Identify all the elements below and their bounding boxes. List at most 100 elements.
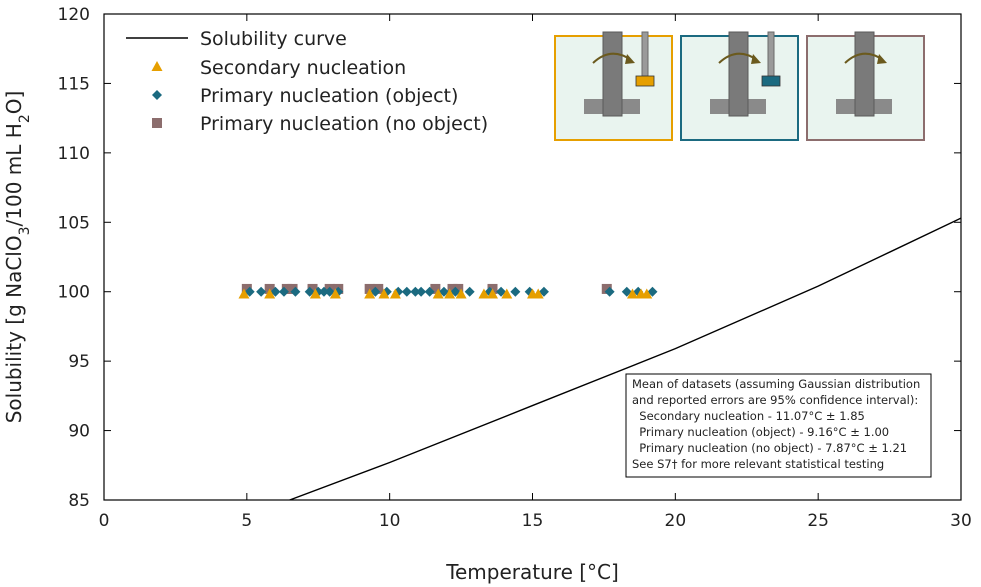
point-square xyxy=(601,283,612,294)
point-triangle xyxy=(364,288,376,299)
legend-label: Primary nucleation (object) xyxy=(200,85,458,107)
legend: Solubility curve Secondary nucleation Prim… xyxy=(126,28,488,135)
y-tick-labels: 85 90 95 100 105 110 115 120 xyxy=(58,5,90,511)
point-square xyxy=(241,283,252,294)
x-tick-label: 25 xyxy=(807,511,829,531)
point-diamond xyxy=(438,286,449,297)
point-triangle xyxy=(501,288,513,299)
point-square xyxy=(453,283,464,294)
point-diamond xyxy=(647,286,658,297)
rotation-arrowhead-icon xyxy=(751,54,761,64)
point-triangle xyxy=(238,288,250,299)
point-triangle xyxy=(432,288,444,299)
y-tick-label: 105 xyxy=(58,213,90,233)
x-tick-labels: 0 5 10 15 20 25 30 xyxy=(99,511,972,531)
point-triangle xyxy=(641,288,653,299)
point-triangle xyxy=(309,288,321,299)
point-diamond xyxy=(324,286,335,297)
point-diamond xyxy=(278,286,289,297)
stirrer-shaft xyxy=(728,31,749,117)
solubility-curve-line xyxy=(289,217,961,500)
point-triangle xyxy=(487,288,499,299)
apparatus-insets xyxy=(554,31,925,141)
statistics-line: Secondary nucleation - 11.07°C ± 1.85 xyxy=(632,409,865,423)
x-tick-label: 0 xyxy=(99,511,110,531)
point-diamond xyxy=(424,286,435,297)
point-diamond xyxy=(464,286,475,297)
point-triangle xyxy=(389,288,401,299)
y-axis-title-sub-3: 3 xyxy=(17,226,33,235)
object-rod xyxy=(641,31,649,77)
legend-square-swatch xyxy=(152,118,162,128)
object-rod xyxy=(767,31,775,77)
submerged-object xyxy=(761,75,781,87)
statistics-box-border xyxy=(625,373,932,478)
inset-primary-object xyxy=(680,31,799,141)
y-tick-label: 120 xyxy=(58,5,90,25)
axis-ticks xyxy=(103,13,962,501)
y-tick-label: 115 xyxy=(58,74,90,94)
point-square xyxy=(307,283,318,294)
legend-label: Secondary nucleation xyxy=(200,57,406,79)
statistics-line: Primary nucleation (object) - 9.16°C ± 1… xyxy=(632,425,889,439)
point-diamond xyxy=(450,286,461,297)
inset-secondary xyxy=(554,31,673,141)
point-diamond xyxy=(318,286,329,297)
y-axis-title-sub-2: 2 xyxy=(17,114,33,123)
statistics-line: and reported errors are 95% confidence i… xyxy=(632,393,918,407)
series-triangle xyxy=(238,288,653,299)
point-triangle xyxy=(444,288,456,299)
x-tick-label: 5 xyxy=(241,511,252,531)
y-tick-label: 90 xyxy=(68,422,90,442)
point-diamond xyxy=(290,286,301,297)
submerged-object xyxy=(635,75,655,87)
legend-diamond-swatch xyxy=(152,90,162,100)
stirrer-shaft xyxy=(602,31,623,117)
x-tick-label: 20 xyxy=(665,511,687,531)
point-diamond xyxy=(496,286,507,297)
point-diamond xyxy=(370,286,381,297)
point-diamond xyxy=(510,286,521,297)
series-layer xyxy=(238,217,961,500)
point-square xyxy=(373,283,384,294)
point-triangle xyxy=(532,288,544,299)
point-square xyxy=(281,283,292,294)
point-diamond xyxy=(416,286,427,297)
y-tick-label: 110 xyxy=(58,144,90,164)
statistics-annotation-box: Mean of datasets (assuming Gaussian dist… xyxy=(625,373,932,478)
statistics-line: Mean of datasets (assuming Gaussian dist… xyxy=(632,377,920,391)
x-axis-title: Temperature [°C] xyxy=(445,560,619,584)
statistics-line: See S7† for more relevant statistical te… xyxy=(632,457,884,471)
point-diamond xyxy=(538,286,549,297)
point-diamond xyxy=(256,286,267,297)
point-diamond xyxy=(270,286,281,297)
point-diamond xyxy=(401,286,412,297)
y-tick-label: 95 xyxy=(68,352,90,372)
point-triangle xyxy=(455,288,467,299)
point-triangle xyxy=(264,288,276,299)
series-line xyxy=(289,217,961,500)
point-diamond xyxy=(410,286,421,297)
point-diamond xyxy=(304,286,315,297)
point-diamond xyxy=(604,286,615,297)
point-square xyxy=(447,283,458,294)
stirrer-shaft xyxy=(854,31,875,117)
point-triangle xyxy=(329,288,341,299)
y-axis-title-prefix: Solubility [g NaClO xyxy=(2,235,26,423)
rotation-arrowhead-icon xyxy=(877,54,887,64)
x-tick-label: 15 xyxy=(522,511,544,531)
y-axis-title-middle: /100 mL H xyxy=(2,123,26,226)
legend-label: Solubility curve xyxy=(200,28,347,50)
point-triangle xyxy=(378,288,390,299)
point-diamond xyxy=(621,286,632,297)
inset-primary-no-object xyxy=(806,31,925,141)
point-square xyxy=(430,283,441,294)
statistics-line: Primary nucleation (no object) - 7.87°C … xyxy=(632,441,907,455)
legend-triangle-swatch xyxy=(151,61,163,71)
y-axis-title: Solubility [g NaClO3/100 mL H2O] xyxy=(2,91,33,424)
y-tick-label: 85 xyxy=(68,491,90,511)
rotation-arrowhead-icon xyxy=(625,54,635,64)
point-triangle xyxy=(626,288,638,299)
y-tick-label: 100 xyxy=(58,283,90,303)
